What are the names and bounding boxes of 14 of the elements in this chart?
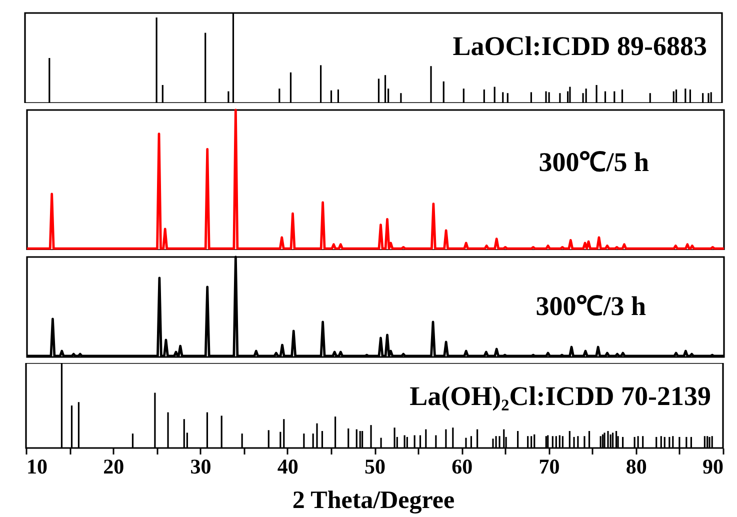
text: 300℃/5 h xyxy=(538,147,649,178)
x-tick-label: 60 xyxy=(452,454,473,478)
x-tick-label: 50 xyxy=(364,454,386,478)
series-label: LaOCl:ICDD 89-6883 xyxy=(452,31,707,62)
x-tick-label: 90 xyxy=(702,454,724,478)
series-label: 300℃/3 h xyxy=(536,291,646,321)
x-tick-label: 40 xyxy=(277,454,298,478)
series-label: La(OH)₂Cl:ICDD 70-2139 xyxy=(410,381,711,411)
x-tick-label: 80 xyxy=(626,454,647,478)
x-axis-title: 2 Theta/Degree xyxy=(291,486,456,516)
x-tick-label: 30 xyxy=(190,454,212,478)
x-tick-label: 10 xyxy=(26,454,48,478)
x-tick-label: 20 xyxy=(103,454,124,478)
x-tick-label: 70 xyxy=(538,454,560,478)
